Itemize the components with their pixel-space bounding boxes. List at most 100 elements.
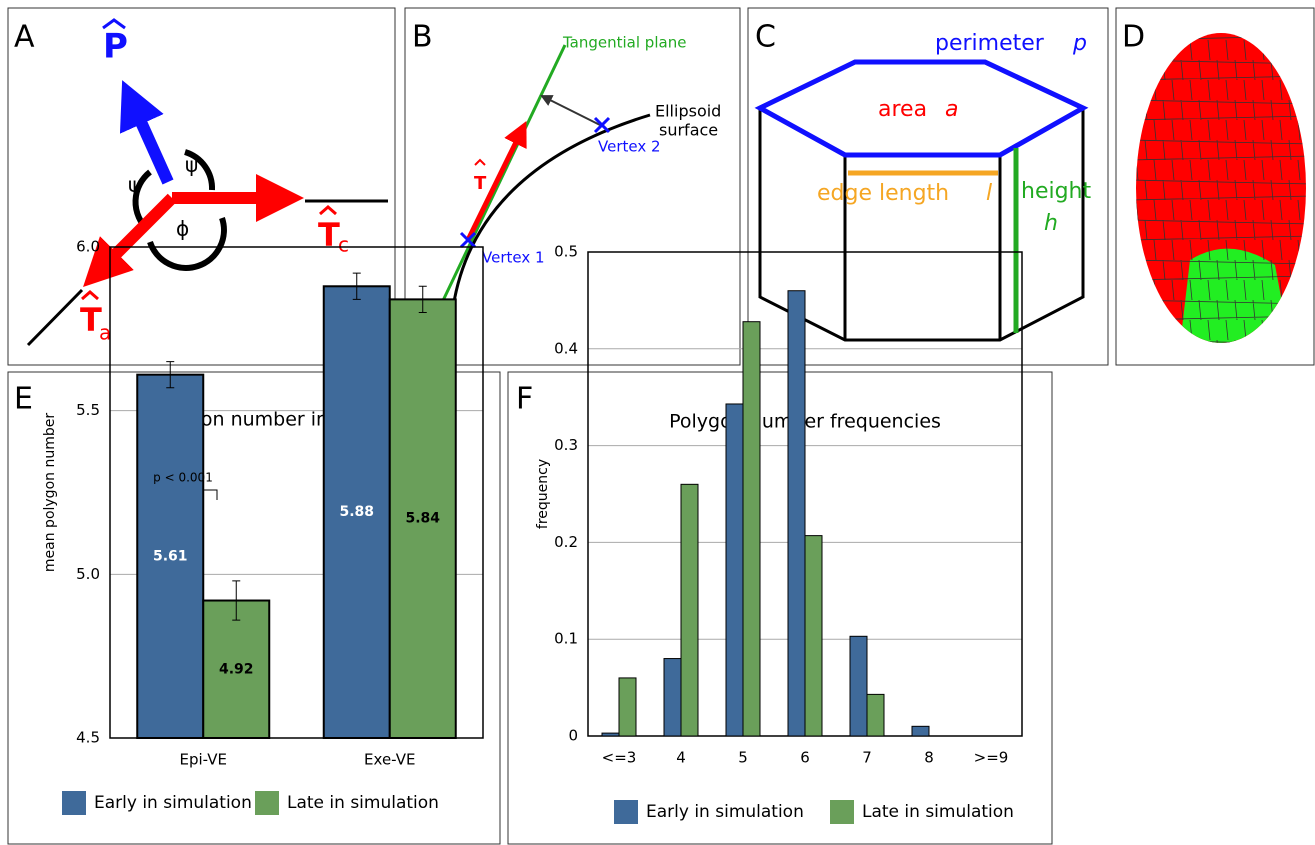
subscript: c [338, 233, 349, 257]
y-tick-label: 0.2 [554, 533, 578, 551]
legend-swatch [62, 791, 86, 815]
bar [866, 693, 885, 737]
panel-label: B [412, 20, 433, 55]
arrow-p [119, 80, 174, 185]
y-tick-label: 6.0 [76, 238, 100, 256]
hat [474, 158, 486, 166]
x-tick-label: Exe-VE [364, 751, 415, 769]
label: p [1072, 31, 1087, 56]
bar [663, 658, 682, 737]
subscript: a [99, 321, 111, 345]
x-tick-label: 5 [738, 749, 748, 767]
legend-swatch [830, 800, 854, 824]
panel-label: F [516, 382, 533, 417]
panel-frame [747, 7, 1109, 366]
angle-label: ψ [185, 153, 198, 177]
panel-frame [7, 371, 501, 845]
legend-label: Early in simulation [646, 802, 804, 822]
x-tick-label: <=3 [602, 749, 637, 767]
y-tick-label: 0.5 [554, 243, 578, 261]
x-tick-label: 4 [676, 749, 686, 767]
plot-frame [109, 246, 484, 739]
bar [136, 373, 205, 739]
projection-arrow [540, 95, 601, 126]
annotation: p < 0.001 [153, 471, 213, 485]
bar [725, 403, 744, 737]
panel-frame [1115, 7, 1315, 366]
legend-label: Late in simulation [287, 793, 439, 813]
arrow-ta [83, 193, 177, 287]
angle-arc [183, 149, 216, 191]
x-tick-label: >=9 [974, 749, 1009, 767]
angle-label: ϕ [176, 217, 189, 241]
hat [102, 18, 126, 30]
label: Vertex 2 [598, 138, 661, 156]
panel-label: A [14, 20, 35, 55]
error-bar [166, 361, 175, 389]
data-label: 4.92 [219, 661, 254, 677]
error-bar [352, 272, 361, 300]
data-label: 5.84 [405, 511, 440, 527]
label: height [1021, 179, 1091, 204]
data-label: 5.88 [339, 504, 374, 520]
panel-frame [507, 371, 1053, 845]
y-axis-label: frequency [535, 459, 551, 529]
hat [319, 205, 337, 216]
bar [787, 290, 806, 737]
cells [1136, 35, 1306, 343]
y-tick-label: 5.0 [76, 565, 100, 583]
panel-c: C perimeter p area a edge length l heigh… [747, 7, 1109, 366]
label: Tangential plane [562, 34, 686, 52]
y-tick-label: 0 [568, 727, 578, 745]
angle-arc [147, 217, 227, 271]
y-tick-label: 0.1 [554, 630, 578, 648]
label: h [1044, 211, 1058, 236]
panel-d: D [1115, 7, 1315, 366]
label: a [945, 97, 958, 122]
bar [680, 483, 699, 737]
edge [26, 288, 84, 347]
vertex-marker [459, 116, 611, 249]
y-tick-label: 0.4 [554, 339, 578, 357]
label: surface [659, 121, 718, 140]
bar [804, 535, 823, 737]
bar [742, 321, 761, 737]
panel-frame [404, 7, 741, 366]
perimeter [754, 59, 1089, 158]
bar [322, 285, 391, 739]
panel-label: D [1122, 20, 1145, 55]
legend-swatch [255, 791, 279, 815]
label: l [986, 181, 992, 206]
angle-label: ψ [128, 173, 141, 197]
bar [601, 732, 620, 737]
panel-a: A P ψ ψ ϕ T c T a [7, 7, 396, 366]
label: Ellipsoid [655, 102, 721, 121]
hat [81, 290, 99, 301]
y-tick-label: 5.5 [76, 401, 100, 419]
label: Vertex 1 [482, 249, 545, 267]
bar [388, 298, 457, 739]
y-axis-label: mean polygon number [42, 413, 58, 572]
y-tick-label: 0.3 [554, 436, 578, 454]
x-tick-label: Epi-VE [180, 751, 227, 769]
vector-label: T [80, 301, 102, 339]
x-tick-label: 6 [800, 749, 810, 767]
error-bar [232, 580, 241, 621]
x-tick-label: 8 [924, 749, 934, 767]
y-tick-label: 4.5 [76, 729, 100, 747]
bar [849, 635, 868, 737]
vector-label: T [318, 216, 340, 254]
prism [758, 108, 1085, 342]
label: perimeter [935, 31, 1045, 56]
legend-label: Late in simulation [862, 802, 1014, 822]
bar [911, 725, 930, 737]
label: edge length [817, 181, 949, 206]
error-bar [418, 285, 427, 313]
panel-frame [7, 7, 396, 366]
bar [618, 677, 637, 737]
label: T [474, 173, 487, 194]
vector-label: P [103, 27, 128, 67]
x-tick-label: 7 [862, 749, 872, 767]
panel-label: E [14, 382, 33, 417]
